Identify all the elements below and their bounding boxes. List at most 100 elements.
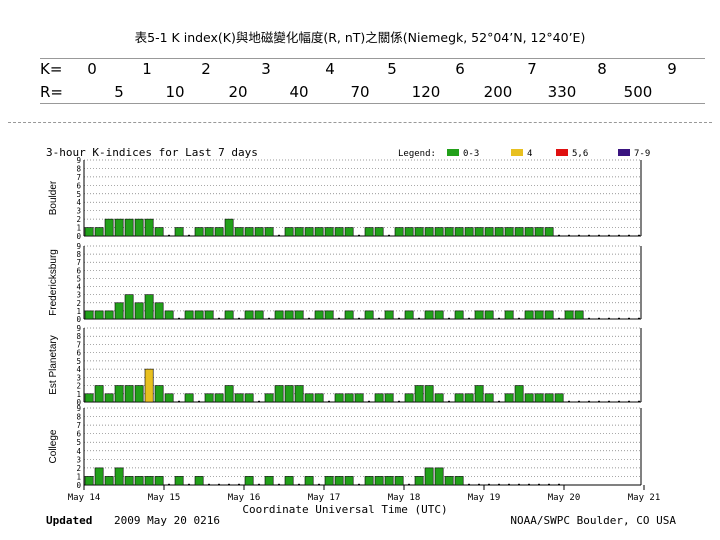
k-bar	[454, 310, 464, 320]
k-bar-zero	[608, 317, 610, 319]
k-bar	[384, 476, 394, 486]
k-bar-zero	[448, 400, 450, 402]
k-bar-zero	[588, 234, 590, 236]
k-bar-zero	[638, 400, 640, 402]
k-bar-zero	[298, 483, 300, 485]
k-bar-zero	[528, 483, 530, 485]
k-bar	[344, 310, 354, 320]
k-bar	[504, 227, 514, 237]
k-bar	[464, 393, 474, 403]
r-value: 10	[165, 83, 185, 101]
k-bar	[514, 385, 524, 403]
y-tick-label: 1	[76, 224, 81, 233]
k-value: 5	[387, 60, 397, 78]
k-bar-zero	[338, 317, 340, 319]
k-bar	[364, 476, 374, 486]
y-tick-label: 7	[76, 421, 81, 430]
k-bar-zero	[188, 234, 190, 236]
k-bar	[534, 310, 544, 320]
k-bar-zero	[238, 483, 240, 485]
k-bar-zero	[618, 234, 620, 236]
k-bar-zero	[218, 483, 220, 485]
k-bar	[424, 227, 434, 237]
k-bar	[174, 227, 184, 237]
k-bar	[134, 302, 144, 320]
k-bar	[154, 385, 164, 403]
k-bar-zero	[378, 317, 380, 319]
y-tick-label: 3	[76, 207, 81, 216]
k-bar-zero	[318, 483, 320, 485]
k-bar	[214, 393, 224, 403]
k-bar	[334, 227, 344, 237]
k-bar	[274, 385, 284, 403]
k-bar-zero	[178, 317, 180, 319]
y-tick-label: 6	[76, 266, 81, 275]
r-value: 500	[623, 83, 653, 101]
k-bar	[304, 393, 314, 403]
y-tick-label: 1	[76, 307, 81, 316]
y-tick-label: 7	[76, 173, 81, 182]
k-bar-zero	[368, 400, 370, 402]
k-bar-zero	[268, 317, 270, 319]
k-bar-zero	[168, 483, 170, 485]
updated-date: 2009 May 20 0216	[114, 514, 220, 527]
y-tick-label: 5	[76, 438, 81, 447]
k-bar	[414, 476, 424, 486]
k-bar-zero	[608, 234, 610, 236]
k-bar-zero	[498, 317, 500, 319]
station-label: Boulder	[48, 180, 59, 215]
k-bar	[184, 393, 194, 403]
k-bar	[544, 310, 554, 320]
k-bar	[474, 385, 484, 403]
k-r-table: K= R= 0 1 2 3 4 5 6 7 8 9 5 10 20 40 70 120 200 330 500	[40, 58, 705, 104]
k-bar	[94, 385, 104, 403]
k-bar-zero	[468, 317, 470, 319]
k-bar-zero	[628, 400, 630, 402]
k-bar	[304, 227, 314, 237]
k-bar-zero	[488, 483, 490, 485]
r-value: 5	[114, 83, 124, 101]
legend-label: 0-3	[463, 149, 479, 159]
r-value: 120	[411, 83, 441, 101]
k-bar	[134, 385, 144, 403]
x-tick-label: May 19	[468, 493, 501, 503]
k-bar-zero	[558, 234, 560, 236]
k-bar	[314, 310, 324, 320]
y-tick-label: 9	[76, 242, 81, 251]
k-bar	[284, 310, 294, 320]
table-caption: 表5-1 K index(K)與地磁變化幅度(R, nT)之關係(Niemegk…	[134, 30, 586, 45]
k-bar	[534, 227, 544, 237]
r-row-label: R=	[40, 83, 63, 101]
k-bar	[254, 227, 264, 237]
k-bar-zero	[448, 317, 450, 319]
x-axis-label: Coordinate Universal Time (UTC)	[242, 503, 447, 516]
k-bar	[114, 467, 124, 486]
k-bar-zero	[598, 317, 600, 319]
k-bar	[244, 227, 254, 237]
k-bar-zero	[618, 400, 620, 402]
y-tick-label: 5	[76, 357, 81, 366]
k-bar	[454, 476, 464, 486]
k-bar	[314, 393, 324, 403]
y-tick-label: 0	[76, 232, 81, 241]
k-bar	[204, 227, 214, 237]
k-bar	[394, 227, 404, 237]
k-bar-zero	[518, 483, 520, 485]
y-tick-label: 7	[76, 340, 81, 349]
k-bar-zero	[468, 483, 470, 485]
legend-swatch	[556, 149, 568, 156]
k-value: 4	[325, 60, 335, 78]
station-label: Est Planetary	[48, 335, 59, 394]
k-bar	[454, 393, 464, 403]
k-bar-zero	[188, 483, 190, 485]
y-tick-label: 5	[76, 274, 81, 283]
k-bar	[484, 310, 494, 320]
k-bar	[234, 227, 244, 237]
k-bar	[444, 476, 454, 486]
k-bar-zero	[578, 400, 580, 402]
k-bar-zero	[278, 234, 280, 236]
k-bar	[474, 310, 484, 320]
legend-swatch	[618, 149, 630, 156]
y-tick-label: 0	[76, 481, 81, 490]
k-bar	[374, 476, 384, 486]
